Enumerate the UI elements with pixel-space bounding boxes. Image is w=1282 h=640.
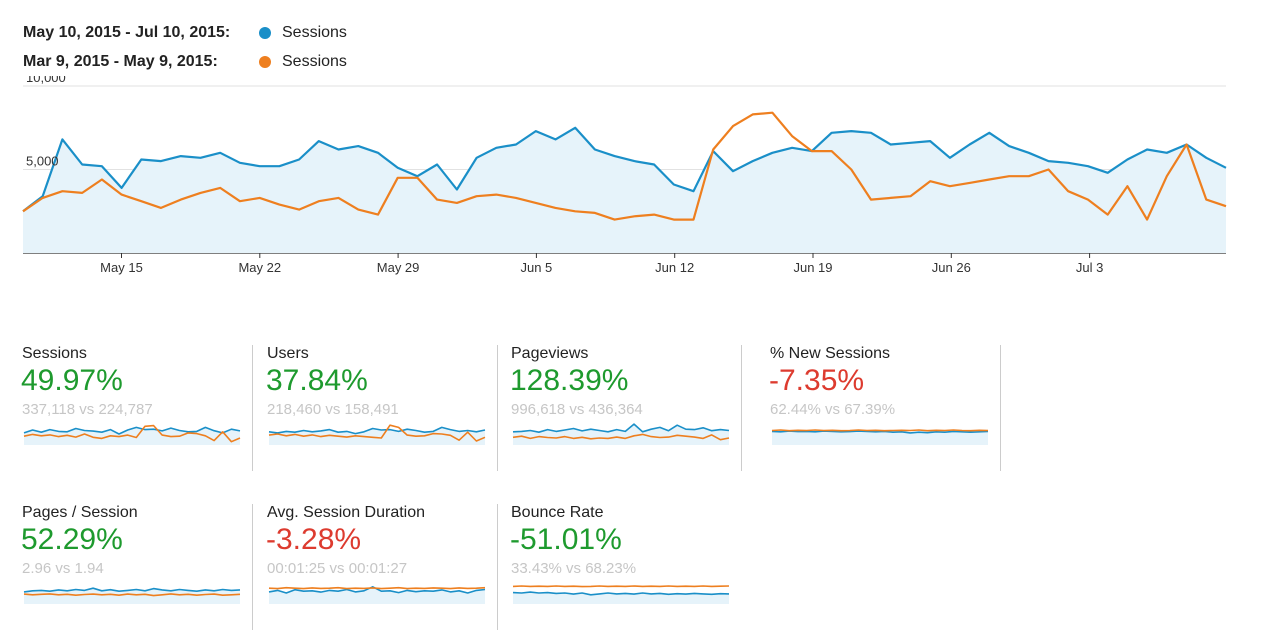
metric-comparison: 218,460 vs 158,491 bbox=[267, 401, 399, 418]
metric-comparison: 996,618 vs 436,364 bbox=[511, 401, 643, 418]
sparkline-current bbox=[512, 423, 730, 433]
sparkline-previous bbox=[512, 433, 730, 441]
metric-comparison: 337,118 vs 224,787 bbox=[22, 401, 153, 418]
sparkline-previous bbox=[512, 585, 730, 588]
x-axis-ticks: May 15 May 22 May 29 Jun 5 Jun 12 Jun 19 Jun 2… bbox=[100, 253, 1103, 275]
legend-current-range: May 10, 2015 - Jul 10, 2015: bbox=[23, 23, 231, 41]
metric-sparkline[interactable] bbox=[22, 421, 242, 447]
x-tick-label: Jun 19 bbox=[793, 260, 832, 275]
sparkline-previous bbox=[23, 593, 241, 597]
y-tick-label: 5,000 bbox=[26, 154, 59, 169]
legend-current-label: Sessions bbox=[282, 23, 347, 41]
sparkline-current bbox=[268, 426, 486, 435]
metric-tile-pages-session[interactable]: Pages / Session 52.29% 2.96 vs 1.94 bbox=[21, 504, 253, 630]
series-previous-line[interactable] bbox=[22, 111, 1227, 221]
metric-sparkline[interactable] bbox=[770, 421, 990, 447]
metric-sparkline[interactable] bbox=[267, 421, 487, 447]
metric-tile-avg-session-duration[interactable]: Avg. Session Duration -3.28% 00:01:25 vs 0… bbox=[266, 504, 498, 630]
x-tick-label: May 22 bbox=[238, 260, 281, 275]
metric-change: 52.29% bbox=[21, 523, 123, 556]
sparkline-current bbox=[512, 591, 730, 596]
metric-name: Sessions bbox=[22, 345, 87, 362]
metric-tile-bounce-rate[interactable]: Bounce Rate -51.01% 33.43% vs 68.23% bbox=[510, 504, 741, 630]
sparkline-area bbox=[24, 588, 240, 604]
sparkline-current bbox=[771, 430, 989, 434]
x-tick-label: Jun 5 bbox=[520, 260, 552, 275]
metric-sparkline[interactable] bbox=[22, 580, 242, 606]
sparkline-area bbox=[772, 431, 988, 445]
legend-current[interactable]: May 10, 2015 - Jul 10, 2015: Sessions bbox=[23, 18, 347, 47]
sparkline-previous bbox=[268, 424, 486, 442]
chart-legend: May 10, 2015 - Jul 10, 2015: Sessions Ma… bbox=[23, 18, 347, 76]
metric-comparison: 00:01:25 vs 00:01:27 bbox=[267, 560, 408, 577]
metric-tile-pageviews[interactable]: Pageviews 128.39% 996,618 vs 436,364 bbox=[510, 345, 742, 471]
sparkline-area bbox=[513, 424, 729, 445]
x-tick-label: Jun 26 bbox=[932, 260, 971, 275]
legend-previous-range: Mar 9, 2015 - May 9, 2015: bbox=[23, 52, 218, 70]
sparkline-previous bbox=[771, 429, 989, 432]
metric-name: Avg. Session Duration bbox=[267, 504, 426, 521]
metric-comparison: 33.43% vs 68.23% bbox=[511, 560, 637, 577]
metric-tile-sessions[interactable]: Sessions 49.97% 337,118 vs 224,787 bbox=[21, 345, 253, 471]
metric-name: Bounce Rate bbox=[511, 504, 604, 521]
metric-comparison: 2.96 vs 1.94 bbox=[22, 560, 104, 577]
metric-change: 37.84% bbox=[266, 364, 368, 397]
metric-name: Pages / Session bbox=[22, 504, 138, 521]
sparkline-current bbox=[23, 587, 241, 593]
metric-change: -3.28% bbox=[266, 523, 362, 556]
legend-current-dot-icon bbox=[259, 26, 271, 39]
current-series-area bbox=[23, 127, 1226, 253]
sparkline-current bbox=[23, 426, 241, 435]
sparkline-previous bbox=[23, 424, 241, 443]
x-tick-label: Jul 3 bbox=[1076, 260, 1103, 275]
metric-sparkline[interactable] bbox=[511, 421, 731, 447]
chart-area bbox=[23, 127, 1226, 253]
metric-change: 128.39% bbox=[510, 364, 629, 397]
metric-sparkline[interactable] bbox=[511, 580, 731, 606]
legend-previous-label: Sessions bbox=[282, 52, 347, 70]
legend-previous-dot-icon bbox=[259, 55, 271, 68]
x-tick-label: Jun 12 bbox=[655, 260, 694, 275]
legend-previous[interactable]: Mar 9, 2015 - May 9, 2015: Sessions bbox=[23, 47, 347, 76]
metric-change: -7.35% bbox=[769, 364, 865, 397]
metric-name: Pageviews bbox=[511, 345, 589, 362]
metric-comparison: 62.44% vs 67.39% bbox=[770, 401, 896, 418]
metric-change: 49.97% bbox=[21, 364, 123, 397]
metric-name: Users bbox=[267, 345, 309, 362]
metric-tile-new-sessions[interactable]: % New Sessions -7.35% 62.44% vs 67.39% bbox=[769, 345, 1001, 471]
metric-change: -51.01% bbox=[510, 523, 622, 556]
y-tick-label: 10,000 bbox=[26, 76, 66, 85]
series-current-line[interactable] bbox=[22, 126, 1227, 213]
sparkline-area bbox=[513, 592, 729, 604]
sessions-line-chart[interactable]: 10,000 5,000 May 15 May 22 May 29 Jun 5 Jun 1… bbox=[0, 76, 1282, 286]
metric-sparkline[interactable] bbox=[267, 580, 487, 606]
x-tick-label: May 29 bbox=[377, 260, 420, 275]
y-axis-ticks: 10,000 5,000 bbox=[26, 76, 66, 169]
metric-name: % New Sessions bbox=[770, 345, 891, 362]
sparkline-previous bbox=[268, 586, 486, 590]
metric-tile-users[interactable]: Users 37.84% 218,460 vs 158,491 bbox=[266, 345, 498, 471]
chart-lines[interactable] bbox=[22, 111, 1227, 221]
x-tick-label: May 15 bbox=[100, 260, 143, 275]
